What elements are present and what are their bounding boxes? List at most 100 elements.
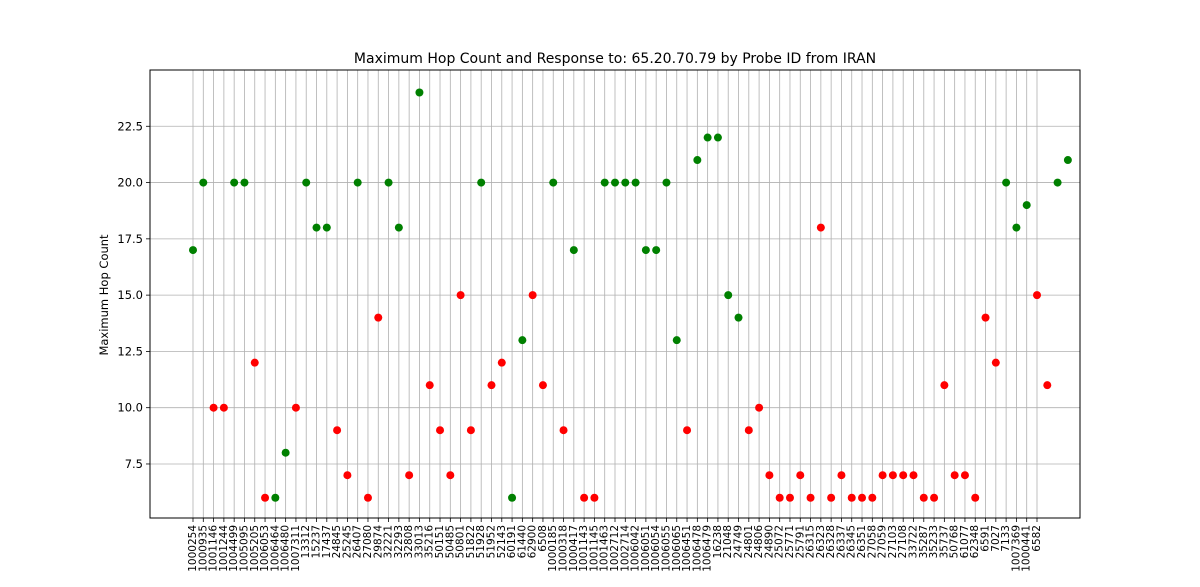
point-no-response (425, 381, 434, 390)
x-tick-label: 1006479 (702, 525, 714, 572)
point-responded (672, 336, 681, 345)
x-tick-label: 27058 (866, 525, 878, 558)
x-tick-label: 1001146 (208, 525, 220, 572)
x-tick-label: 50801 (455, 525, 467, 558)
x-tick-label: 1002712 (609, 525, 621, 572)
point-no-response (363, 493, 372, 502)
x-tick-label: 6582 (1031, 525, 1043, 552)
x-tick-label: 1006054 (650, 525, 662, 572)
point-responded (271, 493, 280, 502)
x-tick-label: 1006042 (630, 525, 642, 572)
x-tick-label: 35216 (424, 525, 436, 559)
x-tick-label: 1006065 (671, 525, 683, 572)
x-tick-label: 25791 (794, 525, 806, 558)
y-tick-label: 20.0 (117, 176, 143, 190)
point-no-response (1033, 291, 1041, 300)
x-tick-label: 24801 (743, 525, 755, 558)
point-responded (641, 246, 650, 255)
point-no-response (446, 471, 455, 480)
point-no-response (878, 471, 887, 480)
x-tick-label: 35233 (928, 525, 940, 558)
x-tick-label: 1000318 (558, 525, 570, 572)
point-no-response (888, 471, 897, 480)
x-tick-label: 1001244 (218, 525, 230, 572)
point-no-response (528, 291, 537, 300)
point-responded (569, 246, 578, 255)
x-tick-label: 27108 (897, 525, 909, 558)
x-tick-label: 1006051 (640, 525, 652, 572)
y-tick-label: 15.0 (117, 288, 143, 302)
point-responded (477, 178, 486, 187)
point-responded (302, 178, 311, 187)
point-responded (415, 88, 424, 97)
x-tick-label: 50485 (444, 525, 456, 558)
point-no-response (847, 493, 856, 502)
point-responded (662, 178, 671, 187)
x-tick-label: 51928 (475, 525, 487, 558)
x-axis-ticks: 1000254100093510011461001244100449910050… (187, 518, 1043, 572)
point-responded (199, 178, 208, 187)
x-tick-label: 15237 (311, 525, 323, 558)
x-tick-label: 1000935 (197, 525, 209, 572)
point-no-response (868, 493, 877, 502)
point-no-response (858, 493, 867, 502)
point-no-response (785, 493, 794, 502)
x-tick-label: 16238 (712, 525, 724, 558)
x-tick-label: 1000417 (568, 525, 580, 572)
x-tick-label: 27059 (877, 525, 889, 558)
point-no-response (837, 471, 846, 480)
x-tick-label: 61077 (959, 525, 971, 558)
point-responded (281, 448, 290, 457)
point-responded (1022, 201, 1031, 210)
x-tick-label: 24749 (733, 525, 745, 558)
point-no-response (1043, 381, 1052, 390)
point-no-response (374, 313, 383, 322)
y-tick-label: 17.5 (117, 232, 143, 246)
x-tick-label: 1004499 (228, 525, 240, 572)
point-no-response (960, 471, 969, 480)
point-no-response (559, 426, 568, 435)
y-tick-label: 10.0 (117, 401, 143, 415)
x-tick-label: 1000185 (547, 525, 559, 572)
point-no-response (343, 471, 352, 480)
x-tick-label: 25771 (784, 525, 796, 558)
x-tick-label: 7133 (1000, 525, 1012, 552)
point-responded (631, 178, 640, 187)
x-tick-label: 26337 (835, 525, 847, 558)
x-tick-label: 6591 (980, 525, 992, 552)
point-no-response (950, 471, 959, 480)
point-no-response (806, 493, 815, 502)
y-tick-label: 22.5 (117, 119, 143, 133)
point-no-response (744, 426, 753, 435)
x-tick-label: 1006480 (280, 525, 292, 572)
point-no-response (538, 381, 547, 390)
point-no-response (796, 471, 805, 480)
x-tick-label: 24845 (331, 525, 343, 558)
x-tick-label: 21048 (722, 525, 734, 558)
x-tick-label: 1005095 (238, 525, 250, 572)
x-tick-label: 35287 (918, 525, 930, 558)
point-no-response (250, 358, 259, 367)
data-points (189, 88, 1072, 502)
x-tick-label: 1006464 (269, 525, 281, 572)
point-responded (394, 223, 403, 232)
point-no-response (497, 358, 506, 367)
point-no-response (909, 471, 918, 480)
point-no-response (456, 291, 465, 300)
point-no-response (405, 471, 414, 480)
point-no-response (816, 223, 825, 232)
point-no-response (981, 313, 990, 322)
x-tick-label: 1002714 (619, 525, 631, 572)
point-no-response (930, 493, 939, 502)
point-no-response (487, 381, 496, 390)
point-no-response (940, 381, 949, 390)
point-responded (734, 313, 743, 322)
x-tick-label: 24806 (753, 525, 765, 559)
point-responded (384, 178, 393, 187)
x-tick-label: 52143 (496, 525, 508, 558)
point-no-response (971, 493, 980, 502)
x-tick-label: 32221 (383, 525, 395, 558)
